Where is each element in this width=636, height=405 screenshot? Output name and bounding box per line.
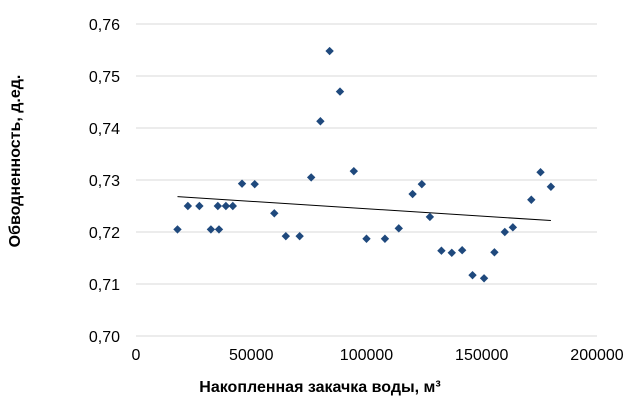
- gridlines: [136, 23, 597, 337]
- data-point: [408, 189, 417, 199]
- data-point: [479, 274, 489, 283]
- data-point: [437, 246, 446, 255]
- y-tick-label: 0,74: [89, 121, 120, 138]
- data-point: [228, 201, 238, 211]
- data-point: [527, 195, 536, 204]
- data-point: [250, 179, 259, 189]
- y-tick-label: 0,76: [89, 17, 120, 34]
- data-point: [183, 201, 193, 211]
- data-point: [490, 248, 499, 257]
- data-point: [425, 212, 435, 222]
- y-tick-label: 0,72: [89, 225, 120, 242]
- y-tick-label: 0,71: [89, 277, 120, 294]
- data-point: [206, 225, 216, 234]
- data-point: [221, 201, 231, 211]
- x-axis-title: Накопленная закачка воды, м³: [199, 379, 440, 396]
- data-point: [270, 209, 279, 218]
- data-point: [295, 231, 304, 241]
- x-tick-label: 50000: [229, 347, 274, 364]
- data-point: [417, 179, 427, 189]
- data-point: [362, 234, 371, 243]
- x-axis-tick-labels: 0 50000 100000 150000 200000: [132, 347, 624, 364]
- data-point: [173, 225, 182, 234]
- y-tick-label: 0,70: [89, 329, 120, 346]
- data-point: [195, 201, 204, 211]
- x-tick-label: 150000: [455, 347, 508, 364]
- y-tick-label: 0,75: [89, 69, 120, 86]
- data-point: [306, 173, 316, 182]
- data-point: [214, 225, 224, 234]
- y-axis-tick-labels: 0,70 0,71 0,72 0,73 0,74 0,75 0,76: [89, 17, 120, 346]
- data-point: [349, 166, 359, 176]
- trendline: [177, 196, 551, 222]
- data-point: [536, 168, 545, 177]
- data-point: [380, 234, 390, 243]
- data-point: [508, 223, 518, 232]
- data-point: [394, 224, 403, 233]
- data-point: [325, 46, 334, 56]
- data-point: [500, 227, 509, 237]
- data-points: [173, 46, 556, 283]
- data-point: [281, 231, 291, 241]
- data-point: [546, 182, 556, 191]
- y-axis-title: Обводненность, д.ед.: [7, 75, 24, 248]
- x-tick-label: 0: [132, 347, 141, 364]
- data-point: [457, 246, 467, 255]
- data-point: [335, 87, 345, 96]
- data-point: [213, 201, 223, 211]
- data-point: [316, 117, 325, 126]
- y-tick-label: 0,73: [89, 173, 120, 190]
- data-point: [237, 179, 247, 188]
- trendline-group: [177, 196, 551, 222]
- data-point: [468, 270, 477, 280]
- x-tick-label: 100000: [340, 347, 393, 364]
- data-point: [447, 248, 456, 257]
- x-tick-label: 200000: [570, 347, 623, 364]
